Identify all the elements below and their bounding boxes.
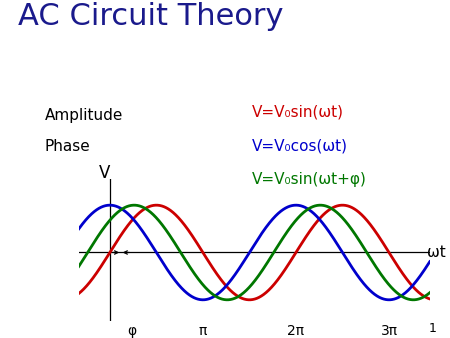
- Text: V=V₀sin(ωt): V=V₀sin(ωt): [252, 105, 344, 120]
- Text: Amplitude: Amplitude: [45, 108, 123, 123]
- Text: V=V₀cos(ωt): V=V₀cos(ωt): [252, 139, 348, 153]
- Text: V=V₀sin(ωt+φ): V=V₀sin(ωt+φ): [252, 172, 367, 187]
- Text: 1: 1: [428, 322, 436, 335]
- Text: V: V: [99, 164, 110, 182]
- Text: ωt: ωt: [427, 245, 446, 260]
- Text: AC Circuit Theory: AC Circuit Theory: [18, 2, 284, 31]
- Text: Phase: Phase: [45, 139, 91, 153]
